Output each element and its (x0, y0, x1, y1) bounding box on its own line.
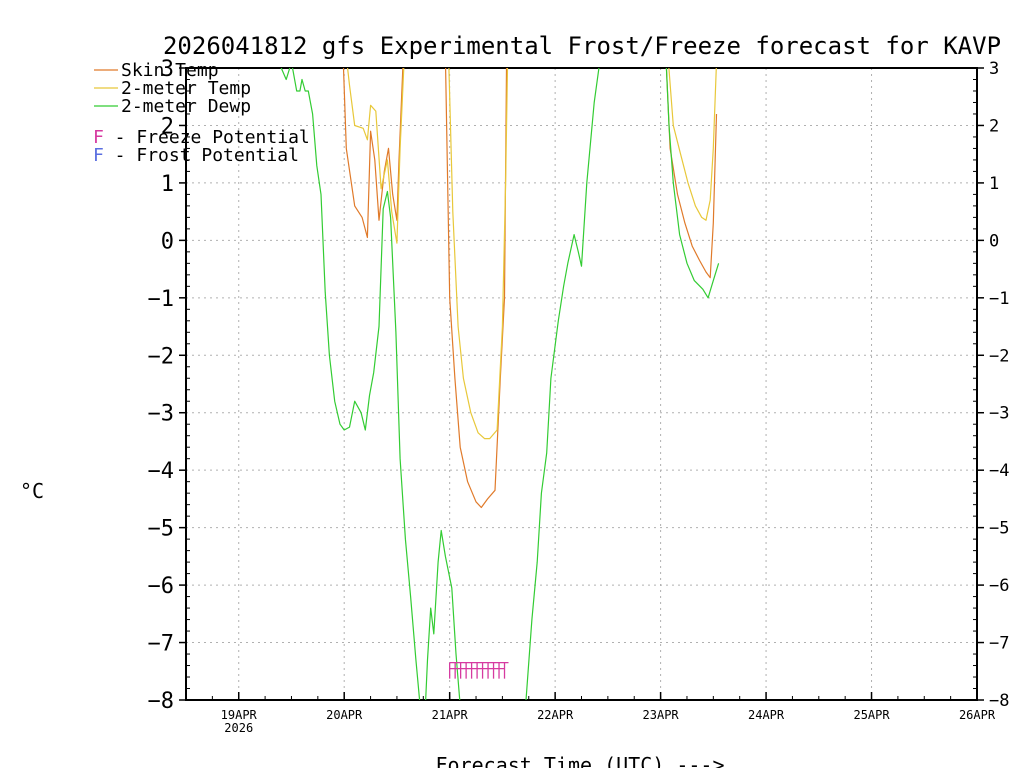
series-line-2-meter-dewp (665, 68, 720, 299)
y-tick-label-right: −4 (989, 461, 1009, 481)
y-tick-label-right: −3 (989, 404, 1009, 424)
x-tick-label: 26APR (959, 708, 996, 722)
y-tick-label-left: −3 (148, 402, 175, 427)
series-line-2-meter-dewp (525, 68, 600, 700)
chart-title: 2026041812 gfs Experimental Frost/Freeze… (163, 32, 1001, 60)
series-clip-group (280, 68, 720, 700)
y-tick-label-right: 3 (989, 59, 999, 79)
y-tick-label-left: 3 (161, 57, 174, 82)
legend-marker-text: F - Frost Potential (93, 145, 299, 166)
legend-marker-text: F - Freeze Potential (93, 127, 310, 148)
y-tick-label-right: −5 (989, 519, 1009, 539)
y-tick-label-right: 0 (989, 231, 999, 251)
legend-label: Skin Temp (121, 60, 219, 81)
y-tick-label-left: −8 (148, 689, 175, 714)
series-line-2-meter-dewp (280, 68, 421, 700)
legend-label: 2-meter Dewp (121, 96, 251, 117)
x-tick-sublabel: 2026 (224, 721, 253, 735)
series-line-skin-temp (665, 68, 718, 279)
y-tick-label-left: 2 (161, 114, 174, 139)
x-tick-label: 22APR (537, 708, 574, 722)
legend-marker-label: - Frost Potential (104, 145, 299, 166)
y-tick-label-right: −2 (989, 346, 1009, 366)
x-axis-label: Forecast Time (UTC) ---> (436, 753, 725, 768)
x-tick-label: 23APR (643, 708, 680, 722)
series-line-2-meter-temp (346, 68, 405, 244)
x-tick-label: 20APR (326, 708, 363, 722)
y-tick-label-right: −6 (989, 576, 1009, 596)
y-tick-label-left: −7 (148, 632, 175, 657)
x-tick-label: 24APR (748, 708, 785, 722)
y-tick-label-left: 1 (161, 172, 174, 197)
series-line-skin-temp (342, 68, 404, 239)
x-tick-label: 19APR (221, 708, 258, 722)
legend-marker-label: - Freeze Potential (104, 127, 310, 148)
x-tick-label: 21APR (432, 708, 469, 722)
y-tick-label-left: −2 (148, 344, 175, 369)
y-axis-label: °C (20, 479, 44, 503)
y-tick-label-right: 2 (989, 116, 999, 136)
y-tick-label-right: −7 (989, 634, 1009, 654)
legend-label: 2-meter Temp (121, 78, 251, 99)
y-tick-label-left: −4 (148, 459, 175, 484)
y-tick-label-right: 1 (989, 174, 999, 194)
series-line-2-meter-temp (668, 68, 717, 221)
axes: 3 3 2 2 1 1 0 0 −1 −1 −2 −2 −3 −3 −4 −4 −5 −5 −6 −6 −7 −7 −8 −8… (148, 57, 1010, 735)
series-line-2-meter-temp (448, 68, 509, 440)
freeze-markers (449, 662, 509, 679)
y-tick-label-left: −5 (148, 517, 175, 542)
series-line-2-meter-dewp (425, 529, 461, 700)
legend-marker-glyph: F (93, 145, 104, 166)
x-tick-label: 25APR (853, 708, 890, 722)
y-tick-label-right: −8 (989, 691, 1009, 711)
legend-marker-glyph: F (93, 127, 104, 148)
y-tick-label-right: −1 (989, 289, 1009, 309)
y-tick-label-left: −1 (148, 287, 175, 312)
series (280, 68, 720, 700)
y-tick-label-left: −6 (148, 574, 175, 599)
y-tick-label-left: 0 (161, 229, 174, 254)
